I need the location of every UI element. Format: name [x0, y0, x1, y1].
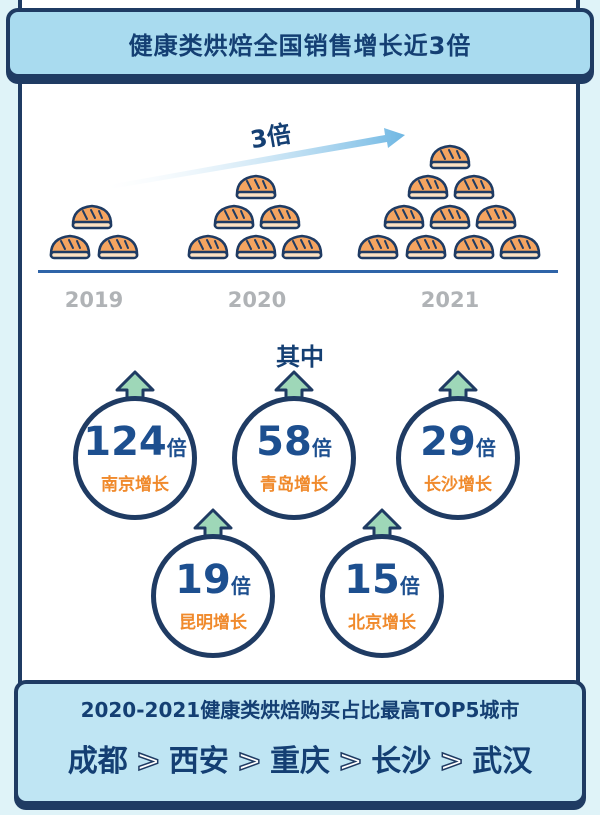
bread-loaf-icon	[356, 232, 400, 260]
city-value: 19	[175, 557, 231, 603]
bread-loaf-icon	[48, 232, 92, 260]
bread-loaf-icon	[96, 232, 140, 260]
city-bubble-changsha: 29倍 长沙增长	[396, 370, 520, 520]
page-title: 健康类烘焙全国销售增长近3倍	[128, 31, 472, 60]
rank-separator: >	[438, 743, 465, 780]
bread-loaf-icon	[212, 202, 256, 230]
year-label-2019: 2019	[64, 288, 124, 312]
city-unit: 倍	[230, 574, 251, 598]
rank-city: 长沙	[371, 744, 432, 779]
growth-illustration: 3倍 2019 2020 2021	[0, 90, 600, 330]
growth-label: 3倍	[248, 119, 294, 155]
rank-separator: >	[236, 743, 263, 780]
bread-loaf-icon	[382, 202, 426, 230]
bread-loaf-icon	[404, 232, 448, 260]
timeline-axis	[38, 270, 558, 273]
rank-city: 西安	[168, 744, 229, 779]
bread-loaf-icon	[452, 232, 496, 260]
bread-loaf-icon	[234, 172, 278, 200]
top5-title: 2020-2021健康类烘焙购买占比最高TOP5城市	[80, 698, 520, 722]
year-label-2020: 2020	[227, 288, 287, 312]
bread-loaf-icon	[498, 232, 542, 260]
city-unit: 倍	[475, 436, 496, 460]
rank-separator: >	[135, 743, 162, 780]
city-value: 124	[83, 419, 167, 465]
rank-city: 武汉	[472, 744, 533, 779]
city-label: 南京增长	[101, 475, 169, 495]
year-label-2021: 2021	[420, 288, 480, 312]
city-label: 长沙增长	[424, 475, 492, 495]
city-bubble-qingdao: 58倍 青岛增长	[232, 370, 356, 520]
rank-city: 成都	[67, 744, 128, 779]
city-unit: 倍	[311, 436, 332, 460]
city-label: 青岛增长	[260, 475, 328, 495]
bread-loaf-icon	[280, 232, 324, 260]
bread-loaf-icon	[186, 232, 230, 260]
city-unit: 倍	[166, 436, 187, 460]
growth-arrow	[108, 128, 405, 189]
city-bubble-beijing: 15倍 北京增长	[320, 508, 444, 658]
city-bubble-nanjing: 124倍 南京增长	[73, 370, 197, 520]
top5-cities-panel: 2020-2021健康类烘焙购买占比最高TOP5城市 成都 > 西安 > 重庆 > 长沙 > 武…	[14, 680, 586, 805]
bread-loaf-icon	[234, 232, 278, 260]
city-label: 北京增长	[348, 613, 416, 633]
city-value: 15	[344, 557, 400, 603]
city-ranking: 成都 > 西安 > 重庆 > 长沙 > 武汉	[18, 736, 582, 780]
bread-loaf-icon	[406, 172, 450, 200]
city-value: 29	[420, 419, 476, 465]
subhead: 其中	[276, 343, 324, 371]
bread-loaf-icon	[258, 202, 302, 230]
bread-loaf-icon	[428, 202, 472, 230]
bread-loaf-icon	[428, 142, 472, 170]
rank-city: 重庆	[270, 744, 330, 779]
city-unit: 倍	[399, 574, 420, 598]
bread-loaf-icon	[452, 172, 496, 200]
title-banner: 健康类烘焙全国销售增长近3倍	[6, 8, 594, 78]
bread-loaf-icon	[70, 202, 114, 230]
city-label: 昆明增长	[179, 613, 247, 633]
bread-loaf-icon	[474, 202, 518, 230]
city-value: 58	[256, 419, 312, 465]
rank-separator: >	[337, 743, 364, 780]
city-bubble-kunming: 19倍 昆明增长	[151, 508, 275, 658]
